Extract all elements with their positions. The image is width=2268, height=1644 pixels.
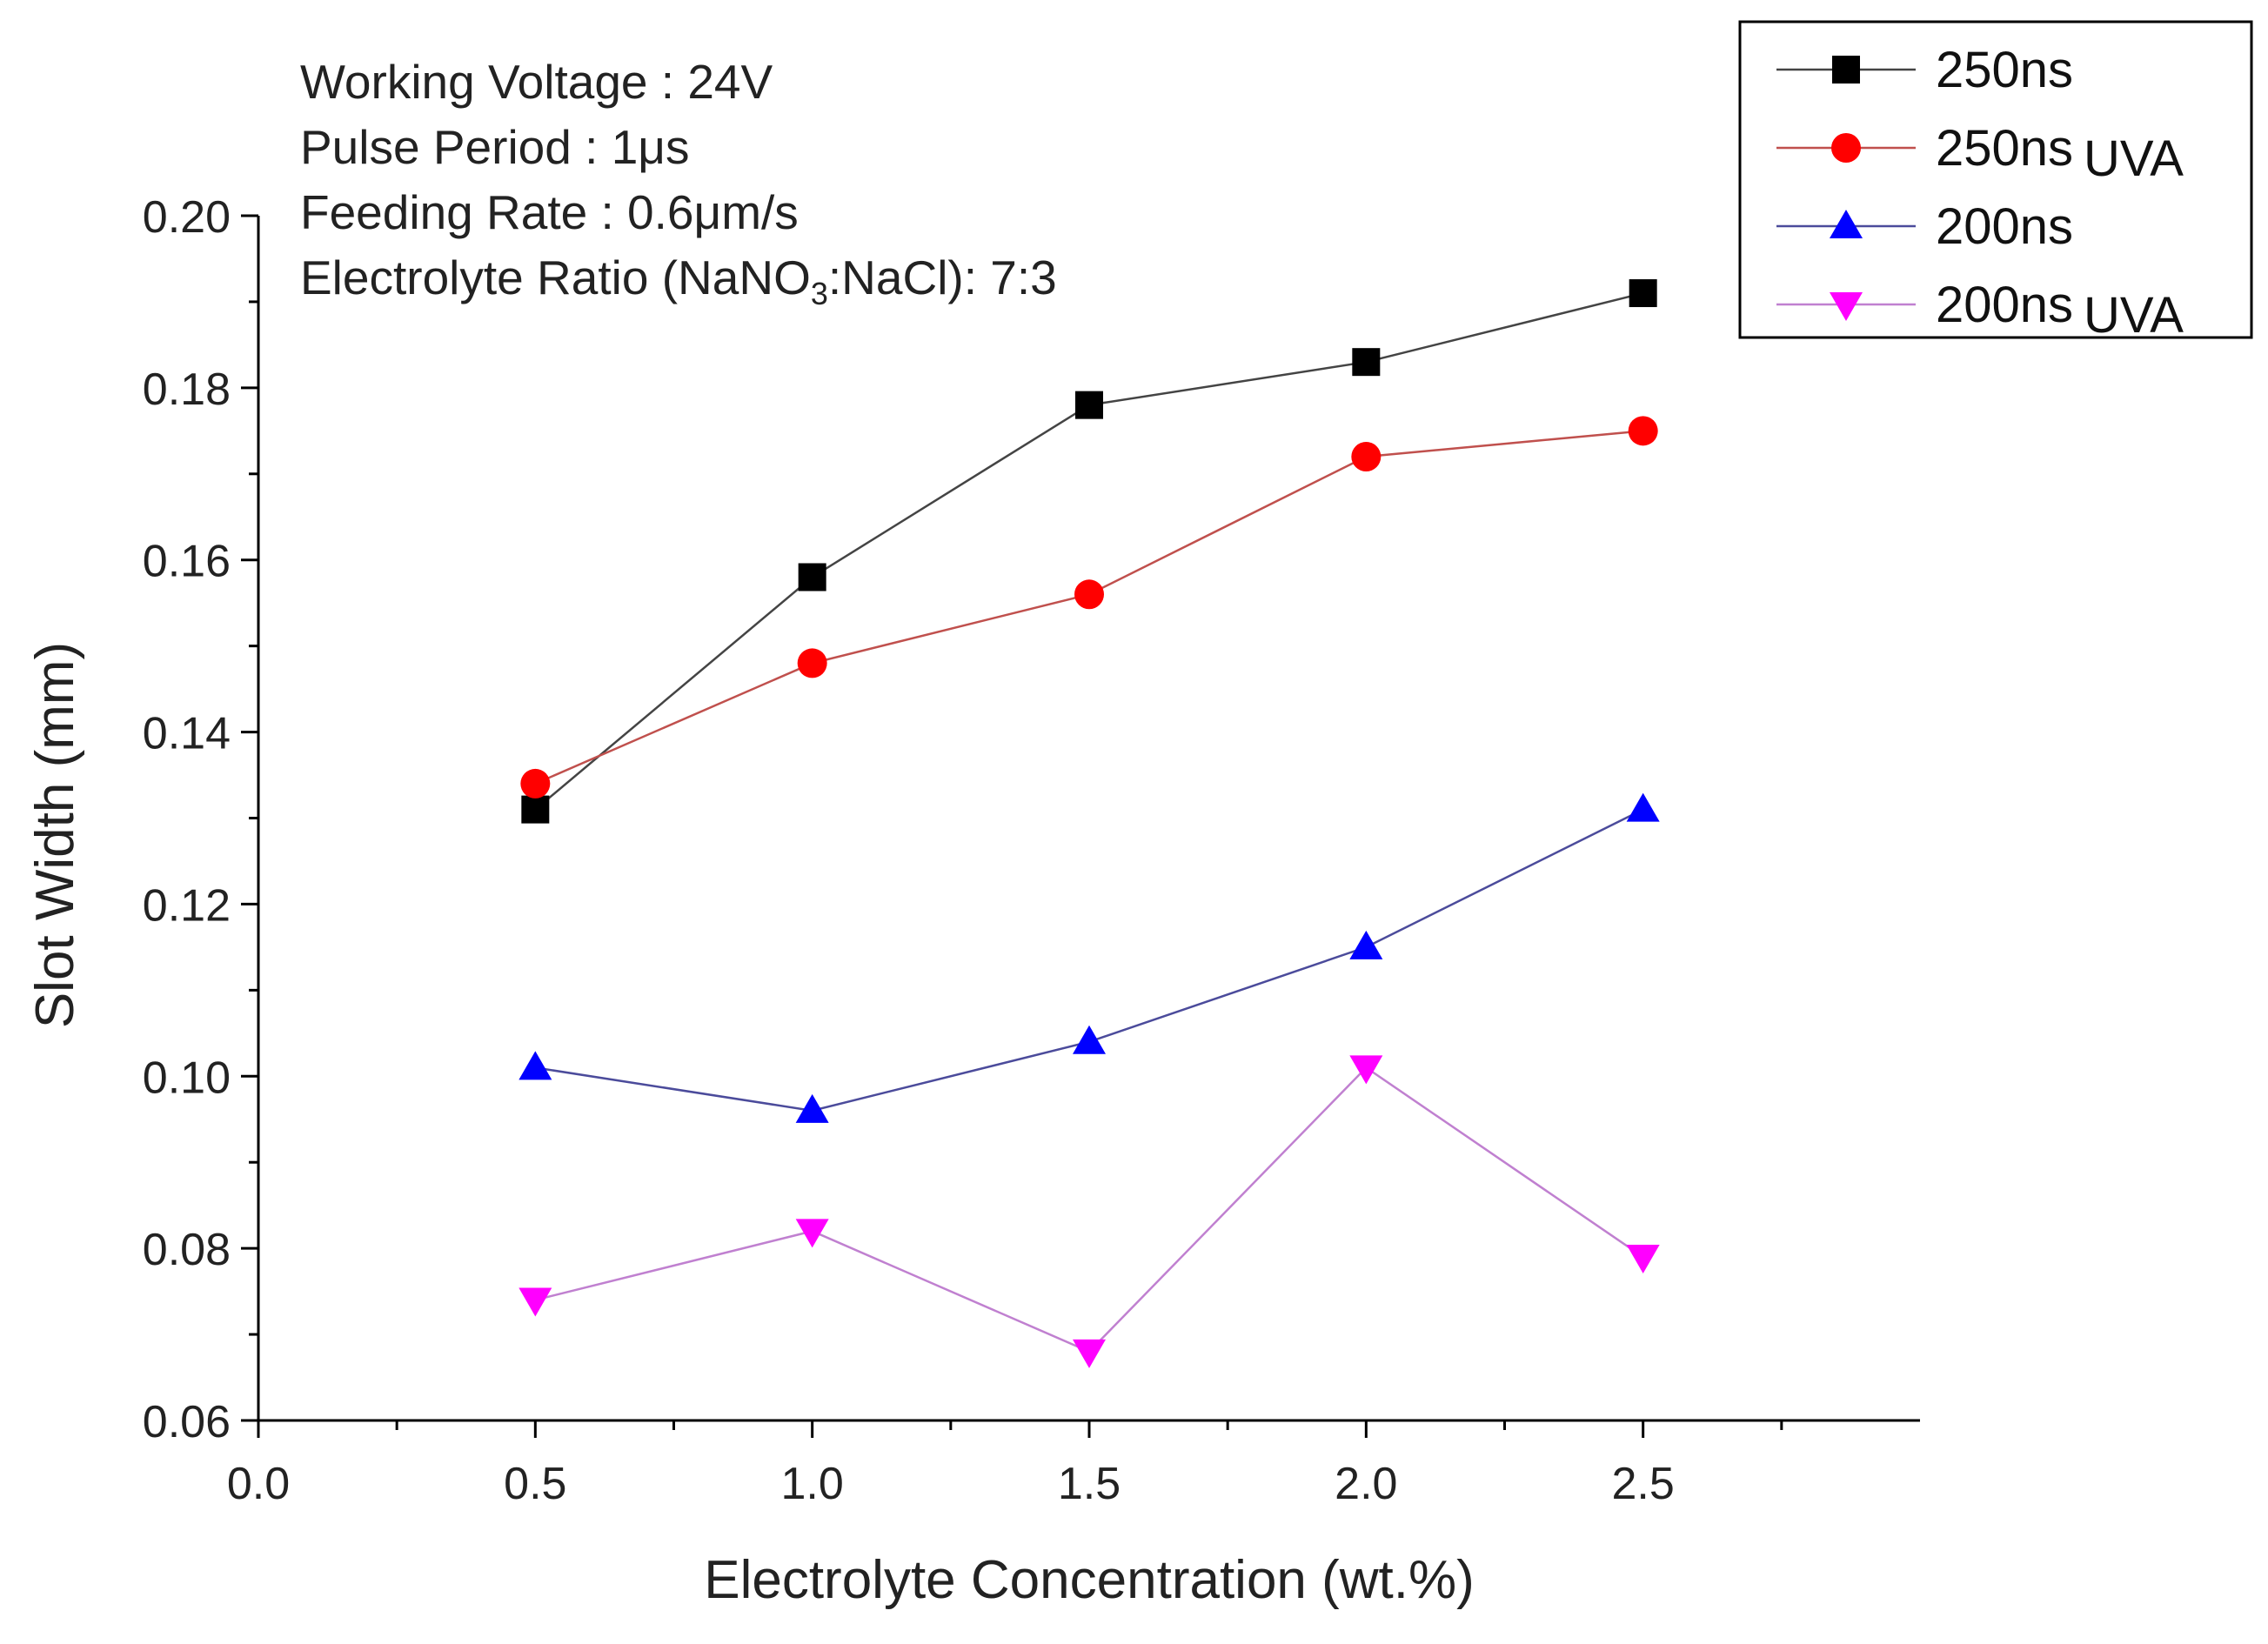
data-point [1351, 442, 1382, 471]
condition-annotations: Working Voltage : 24V Pulse Period : 1μs F… [300, 55, 1057, 311]
legend-label: 250ns UVA [1936, 120, 2184, 187]
series-line [534, 291, 1643, 811]
legend-label: 200ns UVA [1936, 277, 2184, 344]
data-point [1349, 930, 1383, 959]
annotation-line: Feeding Rate : 0.6μm/s [300, 185, 799, 239]
legend-label: 200ns [1936, 198, 2073, 255]
legend-label: 250ns [1936, 42, 2073, 98]
x-tick-label: 2.5 [1612, 1459, 1675, 1509]
x-tick-label: 0.0 [227, 1459, 290, 1509]
data-point [1075, 391, 1103, 419]
series-line [535, 808, 1644, 1113]
y-tick-label: 0.08 [143, 1225, 231, 1275]
legend-marker [1830, 210, 1863, 238]
data-point [797, 648, 827, 678]
data-point [1352, 348, 1381, 377]
y-tick-label: 0.16 [143, 537, 231, 587]
data-point [1626, 792, 1660, 822]
series-2 [518, 792, 1660, 1123]
y-tick-label: 0.10 [143, 1053, 231, 1103]
legend-marker [1831, 133, 1861, 163]
data-point [1626, 1245, 1660, 1274]
y-tick-label: 0.12 [143, 880, 231, 931]
data-point [1628, 416, 1658, 446]
annotation-line: Working Voltage : 24V [300, 55, 773, 109]
data-point [518, 1287, 552, 1317]
x-tick-label: 1.0 [781, 1459, 844, 1509]
legend-entry: 200ns [1776, 198, 2073, 255]
data-point [795, 1219, 829, 1248]
data-point [798, 563, 826, 591]
y-tick-label: 0.20 [143, 192, 231, 243]
data-point [1629, 279, 1657, 308]
x-tick-label: 1.5 [1058, 1459, 1121, 1509]
data-point [1074, 579, 1104, 610]
x-axis-title: Electrolyte Concentration (wt.%) [704, 1550, 1475, 1610]
legend-entry: 250ns [1776, 42, 2073, 98]
legend-marker [1830, 292, 1863, 321]
legend: 250ns 250ns UVA 200ns 200ns UVA [1738, 20, 2253, 344]
y-tick-label: 0.06 [143, 1397, 231, 1447]
series-1 [520, 416, 1658, 799]
legend-entry: 200ns UVA [1776, 277, 2184, 344]
legend-marker [1832, 56, 1860, 84]
y-tick-label: 0.14 [143, 709, 231, 759]
y-axis-title: Slot Width (mm) [25, 642, 85, 1028]
series-0 [521, 279, 1657, 824]
data-point [795, 1093, 829, 1123]
y-tick-label: 0.18 [143, 364, 231, 415]
series-line [535, 1066, 1644, 1353]
data-series [518, 279, 1660, 1368]
data-point [520, 768, 551, 799]
data-point [1073, 1025, 1106, 1054]
tick-marks [241, 214, 1783, 1438]
x-tick-label: 2.0 [1335, 1459, 1397, 1509]
data-point [1349, 1055, 1383, 1085]
data-point [1073, 1339, 1106, 1368]
annotation-line: Pulse Period : 1μs [300, 120, 689, 174]
series-3 [518, 1055, 1660, 1368]
data-point [518, 1051, 552, 1080]
legend-frame [1738, 20, 2253, 339]
x-tick-label: 0.5 [504, 1459, 566, 1509]
legend-entry: 250ns UVA [1776, 120, 2184, 187]
annotation-line: Electrolyte Ratio (NaNO3:NaCl): 7:3 [300, 251, 1057, 311]
tick-labels: 0.06 0.08 0.10 0.12 0.14 0.16 0.18 0.20 0.0 0.5 1.… [143, 192, 1675, 1509]
data-point [521, 795, 550, 824]
